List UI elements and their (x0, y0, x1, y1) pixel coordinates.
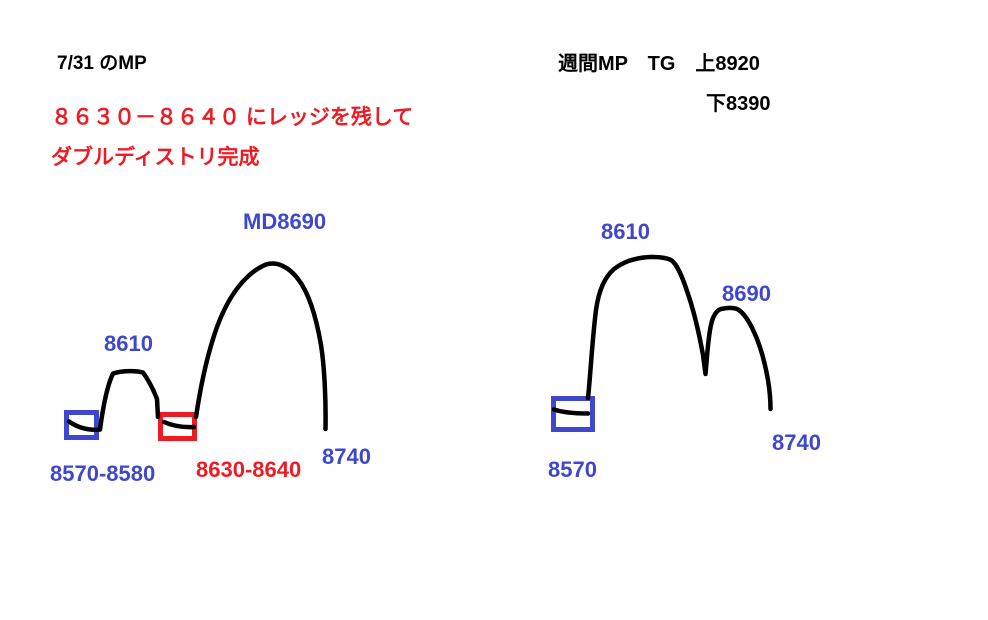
left-base-ledge-stroke (66, 419, 103, 432)
right-second-peak-label: 8690 (722, 281, 771, 306)
right-peak-label: 8610 (601, 219, 650, 244)
left-base-range-label: 8570-8580 (50, 461, 156, 486)
left-tail-label: 8740 (322, 444, 371, 469)
red-note-line1: ８６３０－８６４０ にレッジを残して (51, 106, 414, 129)
left-arch-curve (193, 261, 328, 432)
left-base-highlight-box (64, 410, 99, 440)
right-base-ledge-stroke (551, 407, 591, 416)
weekly-mp-lower: 下8390 (706, 93, 771, 115)
right-profile-curve (585, 254, 773, 412)
weekly-mp-targets: 週間MP TG 上8920 (558, 53, 760, 75)
left-small-hill-curve (97, 368, 161, 432)
md8690-label: MD8690 (243, 209, 327, 234)
right-base-label: 8570 (548, 457, 597, 482)
ledge-stroke (161, 419, 197, 430)
right-base-highlight-box (551, 396, 595, 432)
right-tail-label: 8740 (772, 430, 821, 455)
left-peak-label: 8610 (104, 331, 153, 356)
date-title: 7/31 のMP (57, 53, 147, 74)
ledge-range-label: 8630-8640 (196, 457, 302, 482)
red-note-line2: ダブルディストリ完成 (51, 146, 260, 169)
